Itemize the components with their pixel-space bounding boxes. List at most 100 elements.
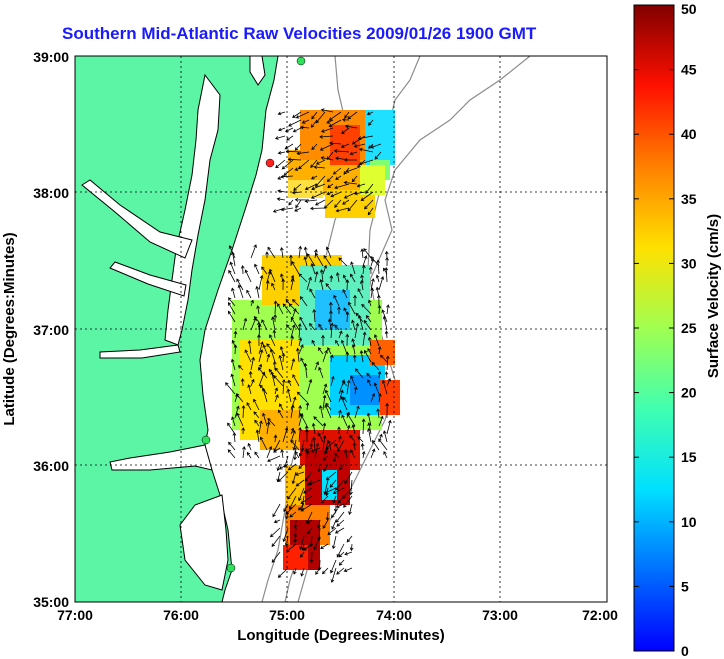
velocity-arrow [361,450,366,459]
hf-radar-station [226,563,236,573]
velocity-arrow [280,449,285,459]
velocity-arrow [317,432,324,443]
velocity-arrow [288,303,300,315]
velocity-arrow [335,272,340,283]
velocity-arrow [253,316,260,323]
velocity-arrow [313,165,326,170]
velocity-arrow [290,316,300,331]
velocity-arrow [272,360,277,371]
velocity-arrow [385,256,389,267]
velocity-arrow [370,448,376,459]
velocity-arrow [290,404,295,419]
rappahannock-river [109,261,187,297]
velocity-arrow [271,282,276,291]
velocity-arrow [280,207,294,212]
velocity-arrow [385,355,390,371]
velocity-arrow [304,447,313,452]
velocity-arrow [286,135,294,141]
velocity-arrow [370,143,382,149]
x-tick-label: 74:00 [376,607,412,623]
velocity-arrow [327,347,332,355]
velocity-arrow [277,189,286,194]
velocity-arrow [303,543,313,551]
velocity-arrow [274,394,279,403]
velocity-arrow [312,436,316,451]
y-axis: 39:00 38:00 37:00 36:00 35:00 Latitude (… [1,49,69,610]
velocity-arrow [290,324,296,339]
velocity-arrow [334,527,345,534]
velocity-arrow [375,274,380,283]
colorbar-tick-label: 20 [681,385,697,401]
velocity-arrow [343,157,358,162]
velocity-arrow [311,111,318,120]
potomac-river [81,179,193,259]
velocity-arrow [310,191,326,199]
velocity-arrow [290,358,296,371]
velocity-arrow [240,378,245,387]
velocity-arrow [346,535,353,543]
delaware-bay [249,56,266,86]
velocity-arrow [386,377,391,387]
velocity-arrow [320,156,334,161]
velocity-arrow [266,421,271,435]
velocity-arrow [332,495,337,504]
velocity-arrow [315,111,326,124]
velocity-arrow [328,119,342,127]
velocity-arrow [242,317,248,331]
velocity-arrow [267,455,281,462]
velocity-arrow [306,519,313,525]
velocity-arrow [323,255,332,267]
velocity-arrow [318,347,324,355]
velocity-arrow [295,479,305,487]
velocity-arrow [321,567,329,575]
velocity-arrow [322,519,329,529]
velocity-arrow [298,427,302,443]
velocity-arrow [267,418,276,427]
velocity-arrow [318,405,324,419]
velocity-arrow [309,288,316,299]
velocity-arrow [374,151,382,160]
velocity-arrow [319,143,334,151]
x-tick-label: 73:00 [482,607,518,623]
velocity-arrow [303,246,308,259]
velocity-arrow [363,248,372,259]
velocity-arrow [361,303,372,315]
velocity-arrow [240,265,245,275]
velocity-arrow [298,159,310,170]
velocity-arrow [246,402,252,411]
velocity-arrow [292,374,300,387]
velocity-arrow [319,269,324,283]
velocity-arrow [271,316,276,331]
velocity-arrow [329,141,342,146]
velocity-arrow [338,389,344,403]
velocity-arrow [353,143,366,148]
velocity-arrow [338,551,345,558]
velocity-arrow [344,124,358,129]
velocity-arrow [349,479,353,496]
velocity-arrow [360,442,365,451]
velocity-arrow [294,207,302,212]
velocity-arrow [322,435,327,451]
velocity-arrow [382,315,388,331]
velocity-arrow [344,551,353,556]
velocity-arrow [258,341,264,355]
velocity-arrow [225,382,236,395]
velocity-arrow [300,503,313,512]
velocity-arrow [293,519,298,529]
velocity-arrow [370,287,375,299]
velocity-arrow [274,367,284,379]
velocity-arrow [287,157,302,162]
velocity-arrow [254,451,260,459]
colorbar-tick-label: 0 [681,643,689,659]
velocity-arrow [353,294,357,306]
velocity-arrow [346,424,351,435]
velocity-arrow [286,388,292,403]
velocity-arrow [384,267,389,283]
velocity-arrow [370,392,376,403]
velocity-arrow [281,352,286,363]
velocity-arrow [261,387,268,403]
velocity-arrow [268,268,276,283]
velocity-arrow [257,367,268,379]
velocity-arrow [323,487,337,494]
velocity-arrow [282,527,289,543]
